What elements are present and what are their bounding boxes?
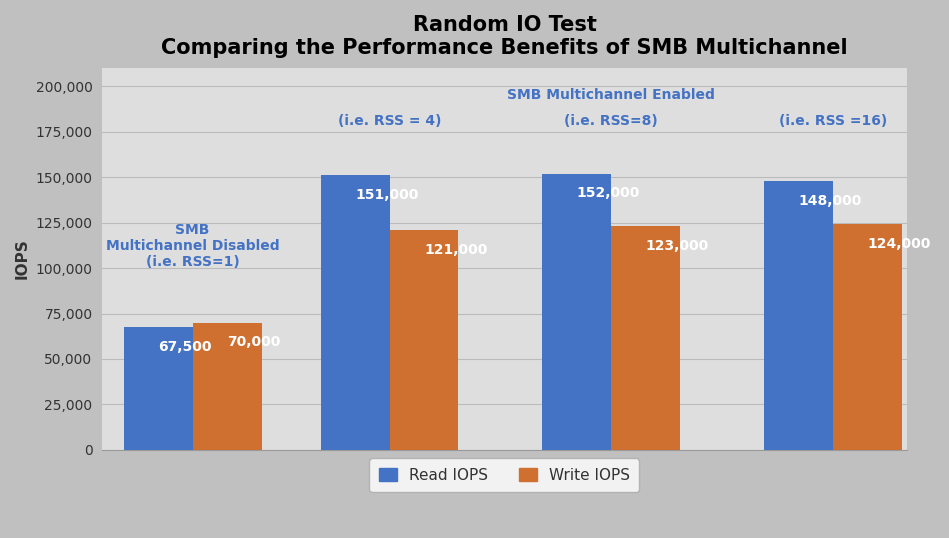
Bar xyxy=(611,226,680,450)
Bar xyxy=(542,174,611,450)
Text: (i.e. RSS = 4): (i.e. RSS = 4) xyxy=(338,114,441,128)
Title: Random IO Test
Comparing the Performance Benefits of SMB Multichannel: Random IO Test Comparing the Performance… xyxy=(161,15,847,58)
Text: SMB Multichannel Enabled: SMB Multichannel Enabled xyxy=(507,88,716,102)
Text: 123,000: 123,000 xyxy=(645,239,709,253)
Text: 151,000: 151,000 xyxy=(355,188,419,202)
Bar xyxy=(321,175,389,450)
Bar xyxy=(833,224,902,450)
Bar xyxy=(123,327,193,450)
Text: 70,000: 70,000 xyxy=(227,335,280,349)
Bar xyxy=(389,230,458,450)
Text: (i.e. RSS =16): (i.e. RSS =16) xyxy=(778,114,887,128)
Text: 67,500: 67,500 xyxy=(158,340,212,354)
Bar xyxy=(764,181,833,450)
Bar xyxy=(193,323,262,450)
Y-axis label: IOPS: IOPS xyxy=(15,239,30,279)
Text: 121,000: 121,000 xyxy=(424,243,488,257)
Text: 124,000: 124,000 xyxy=(867,237,931,251)
Text: (i.e. RSS=8): (i.e. RSS=8) xyxy=(565,114,658,128)
Text: 152,000: 152,000 xyxy=(577,186,640,200)
Text: SMB
Multichannel Disabled
(i.e. RSS=1): SMB Multichannel Disabled (i.e. RSS=1) xyxy=(105,223,279,270)
Text: 148,000: 148,000 xyxy=(798,194,862,208)
Legend: Read IOPS, Write IOPS: Read IOPS, Write IOPS xyxy=(369,458,640,492)
